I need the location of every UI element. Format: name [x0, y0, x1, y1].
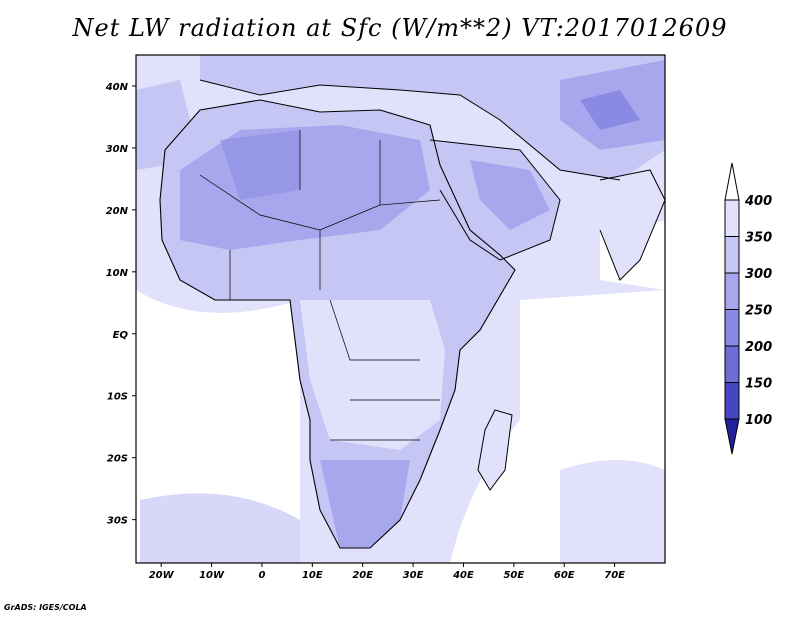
lat-tick-label: 30N: [106, 144, 129, 155]
lon-tick-label: 10W: [199, 570, 225, 581]
lat-tick-label: 40N: [105, 82, 129, 93]
longitude-axis: 20W 10W 0 10E 20E 30E 40E 50E 60E 70E: [149, 563, 625, 581]
colorbar-box-350-400: [724, 199, 740, 237]
colorbar-label-150: 150: [745, 377, 772, 392]
colorbar-box-100-150: [724, 382, 740, 420]
credit-label: GrADS: IGES/COLA: [4, 603, 87, 612]
colorbar-label-250: 250: [745, 304, 772, 319]
colorbar-label-300: 300: [745, 267, 772, 282]
arabia-coastline: [429, 139, 561, 261]
ocean-region: [140, 493, 300, 563]
lat-tick-label: 10S: [107, 392, 128, 403]
lat-tick-label: 10N: [106, 268, 129, 279]
land-sahara-cold: [220, 130, 300, 200]
colorbar-box-150-200: [724, 345, 740, 383]
ocean-clear-region: [136, 372, 260, 440]
colorbar: 400 350 300 250 200 150 100: [724, 162, 772, 455]
lon-tick-label: 60E: [554, 570, 575, 581]
lon-tick-label: 20W: [149, 570, 175, 581]
country-borders: [199, 130, 441, 441]
colorbar-label-100: 100: [745, 413, 772, 428]
lon-tick-label: 70E: [604, 570, 625, 581]
colorbar-under-triangle: [724, 418, 740, 455]
colorbar-label-200: 200: [745, 340, 772, 355]
plot-frame: [135, 54, 666, 564]
lat-tick-label: EQ: [113, 330, 129, 341]
land-india: [600, 170, 665, 280]
lon-tick-label: 20E: [352, 570, 373, 581]
land-asia-lower: [580, 90, 640, 130]
lat-tick-label: 20N: [106, 206, 129, 217]
latitude-axis: 40N 30N 20N 10N EQ 10S 20S 30S: [105, 82, 136, 527]
lat-tick-label: 30S: [107, 516, 128, 527]
land-arabia-desert: [470, 160, 550, 230]
lon-tick-label: 10E: [302, 570, 323, 581]
map-plot-area: [136, 55, 665, 563]
colorbar-label-350: 350: [745, 231, 772, 246]
lon-tick-label: 50E: [503, 570, 524, 581]
colorbar-box-250-300: [724, 272, 740, 310]
land-central-africa: [300, 300, 445, 450]
land-south-africa: [320, 460, 410, 548]
map-title: Net LW radiation at Sfc (W/m**2) VT:2017…: [72, 14, 728, 42]
mediterranean-coastline: [199, 79, 621, 181]
land-madagascar: [477, 409, 513, 491]
africa-coastline: [159, 99, 516, 549]
lon-tick-label: 30E: [403, 570, 424, 581]
lon-tick-label: 0: [258, 570, 265, 581]
colorbar-over-triangle: [724, 162, 740, 201]
land-north: [200, 55, 665, 180]
ocean-region: [560, 460, 665, 563]
colorbar-box-200-250: [724, 309, 740, 347]
india-coastline: [599, 169, 665, 281]
lat-tick-label: 20S: [107, 454, 128, 465]
colorbar-label-400: 400: [744, 194, 772, 209]
colorbar-box-300-350: [724, 236, 740, 274]
lon-tick-label: 40E: [452, 570, 474, 581]
